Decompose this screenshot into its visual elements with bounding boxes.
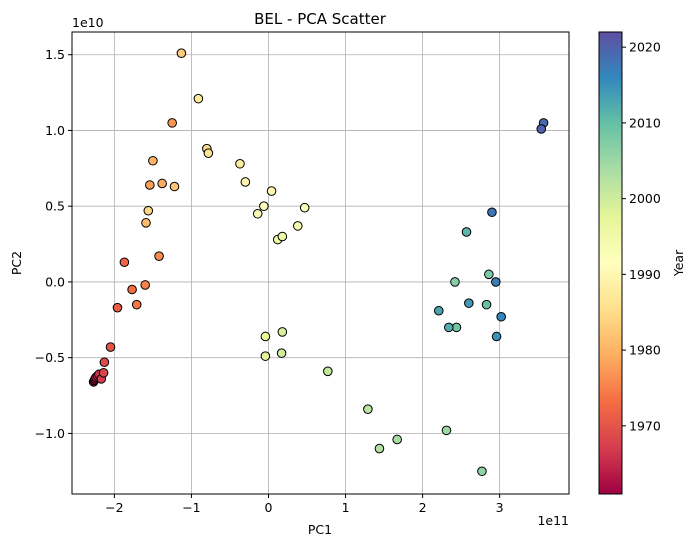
x-offset-label: 1e11 [537,513,569,528]
scatter-point [252,208,263,219]
y-tick-label: −1.0 [35,426,65,441]
scatter-point [277,231,288,242]
scatter-point [99,357,110,368]
colorbar-tick-label: 1990 [629,267,661,282]
scatter-point [484,269,494,280]
scatter-point [464,298,474,308]
x-axis-ticks: −2 −1 0 1 2 3 [105,494,504,515]
x-tick-label: 1 [342,500,350,515]
scatter-point [240,177,251,187]
scatter-point [496,311,506,322]
scatter-point [140,280,151,290]
y-tick-label: 1.5 [45,47,65,62]
grid-lines [72,32,569,494]
colorbar-tick-label: 2010 [629,115,661,130]
y-tick-label: 0.5 [45,199,65,214]
x-tick-label: 3 [496,500,504,515]
scatter-point [259,201,269,211]
scatter-point [481,299,492,310]
scatter-point [277,327,288,337]
scatter-point [491,331,502,342]
scatter-point [461,227,472,237]
scatter-point [105,342,116,352]
scatter-point [276,348,287,358]
scatter-point [323,366,333,377]
colorbar-ticks: 1970 1980 1990 2000 2010 2020 [622,40,661,433]
scatter-point [169,181,180,192]
scatter-point [260,351,271,361]
colorbar-title: Year [671,249,686,277]
scatter-point [154,251,164,261]
scatter-point [260,331,271,342]
x-axis-title: PC1 [308,522,332,537]
scatter-point [450,277,460,287]
scatter-point [203,148,214,158]
y-tick-label: 1.0 [45,123,65,138]
x-tick-label: 0 [265,500,273,515]
scatter-point [299,202,310,213]
scatter-point [193,93,204,104]
scatter-point [477,466,487,477]
scatter-point [266,186,277,196]
scatter-point [145,180,155,190]
colorbar-tick-label: 2020 [629,40,661,55]
colorbar-tick-label: 2000 [629,191,661,206]
colorbar-tick-label: 1970 [629,418,661,433]
scatter-point [148,155,158,166]
scatter-point [363,404,373,414]
scatter-point [167,118,177,128]
y-tick-label: 0.0 [45,274,65,289]
scatter-point [176,48,187,59]
scatter-point [127,284,137,295]
x-tick-label: −2 [105,500,123,515]
scatter-point [119,257,130,268]
y-offset-label: 1e10 [72,15,104,30]
scatter-point [392,434,402,445]
scatter-point [490,277,501,287]
chart-title: BEL - PCA Scatter [254,10,387,28]
scatter-point [157,178,167,189]
x-tick-label: −1 [182,500,200,515]
scatter-point [292,221,303,231]
y-axis-ticks: −1.0 −0.5 0.0 0.5 1.0 1.5 [35,47,72,441]
data-points [88,48,549,477]
scatter-point [487,207,497,218]
scatter-point [441,425,452,436]
y-tick-label: −0.5 [35,350,65,365]
y-axis-title: PC2 [9,251,24,275]
scatter-point [433,305,444,316]
scatter-point [98,368,109,378]
plot-frame [71,31,570,495]
scatter-point [235,158,245,169]
scatter-point [536,124,547,134]
colorbar-tick-label: 1980 [629,343,661,358]
colorbar [598,31,623,495]
scatter-point [112,302,123,313]
scatter-point [131,299,142,310]
scatter-point [443,322,454,333]
x-tick-label: 2 [419,500,427,515]
scatter-point [374,443,385,454]
scatter-point [143,205,154,216]
scatter-point [141,218,151,228]
